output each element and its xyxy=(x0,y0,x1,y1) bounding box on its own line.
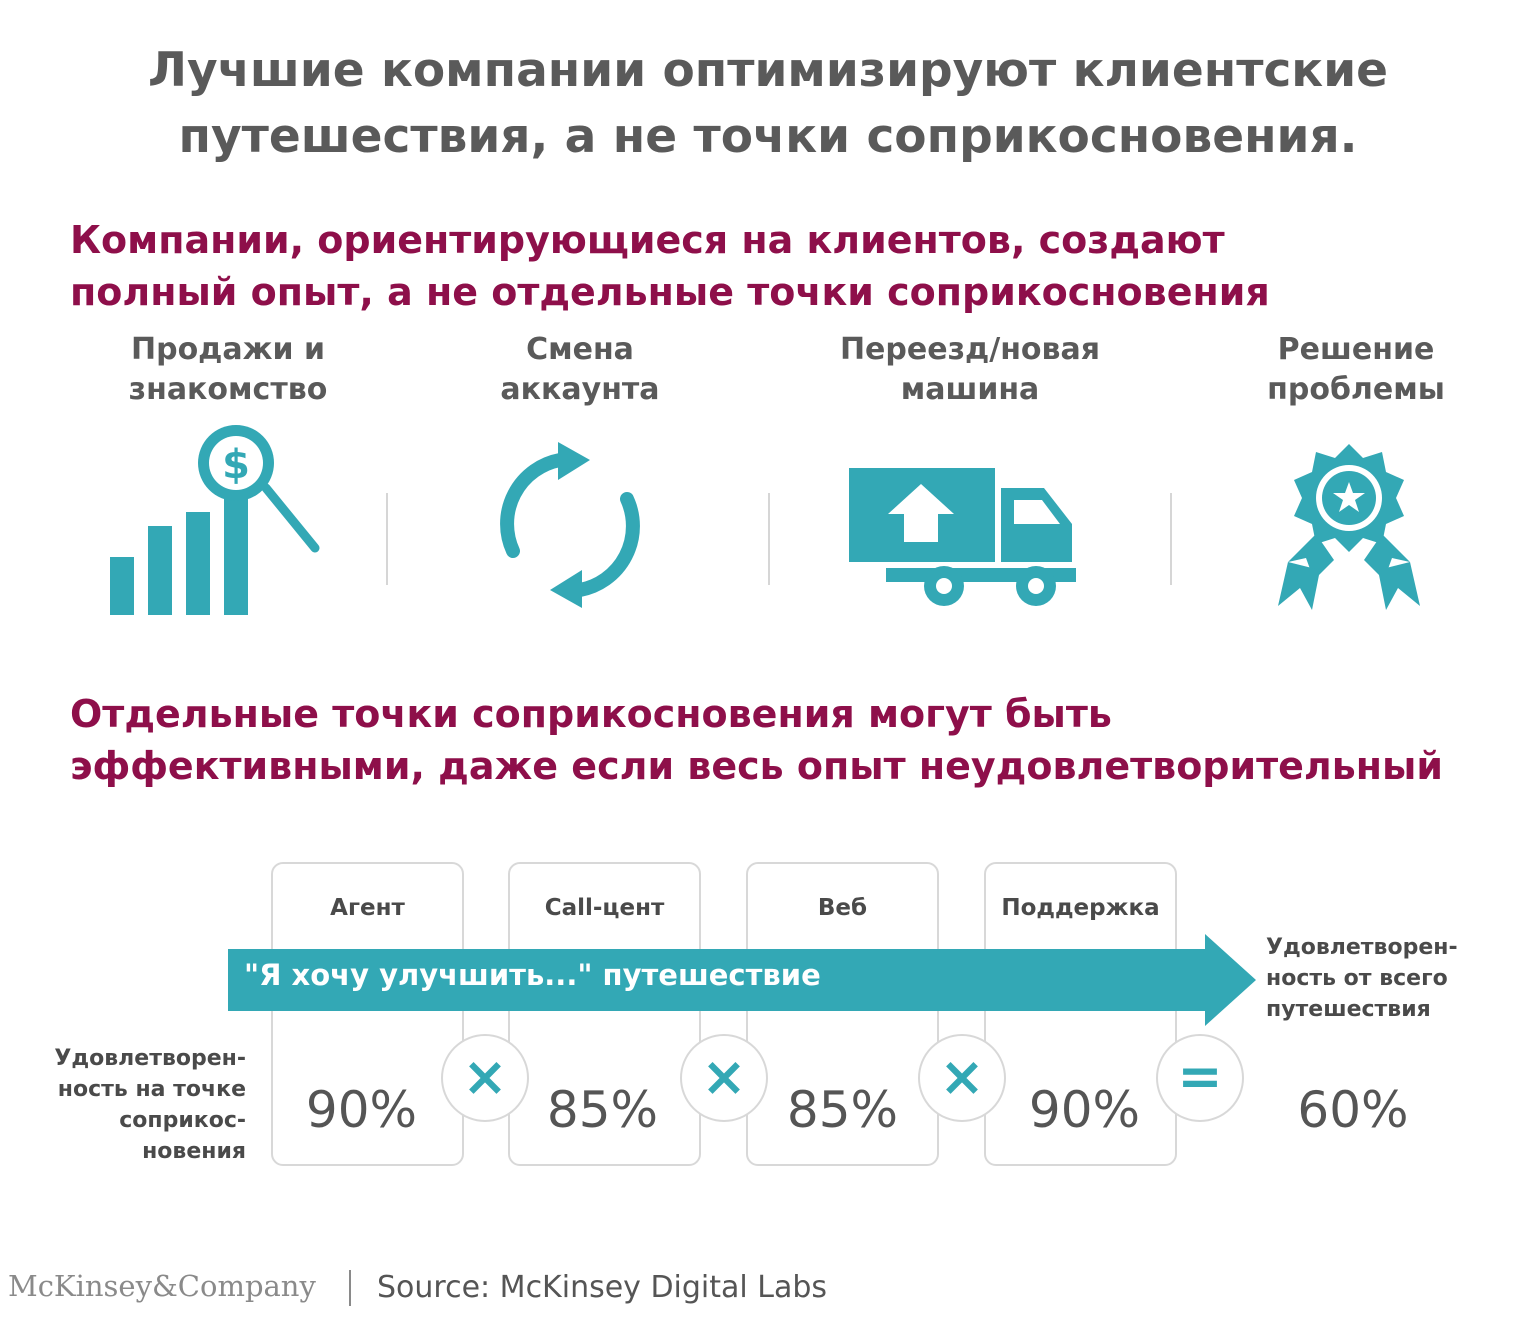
channel-box-agent xyxy=(271,862,464,1166)
multiply-icon: × xyxy=(680,1034,768,1122)
touchpoint-satisfaction-label-line-2: ность на точке xyxy=(57,1077,246,1102)
journey-arrow xyxy=(228,934,1256,1026)
mckinsey-logo: McKinsey&Company xyxy=(8,1269,316,1303)
sales-growth-icon: $ xyxy=(110,425,320,615)
channel-name-agent: Агент xyxy=(330,895,405,921)
category-label-account: Смена аккаунта xyxy=(430,330,730,410)
channel-name-call-center: Call-цент xyxy=(544,895,665,921)
category-label-moving-line-1: Переезд/новая xyxy=(839,332,1101,367)
category-label-problem-line-1: Решение xyxy=(1277,332,1435,367)
touchpoint-satisfaction-label-line-1: Удовлетворен- xyxy=(54,1046,246,1071)
journey-satisfaction-label: Удовлетворен- ность от всего путешествия xyxy=(1266,932,1526,1025)
channel-box-web xyxy=(746,862,939,1166)
category-label-account-line-2: аккаунта xyxy=(500,372,660,407)
category-label-sales-line-1: Продажи и xyxy=(130,332,325,367)
touchpoint-satisfaction-label: Удовлетворен- ность на точке соприкос- н… xyxy=(20,1043,246,1167)
award-ribbon-icon xyxy=(1278,444,1420,610)
channel-name-support: Поддержка xyxy=(1001,895,1160,921)
equals-icon: = xyxy=(1156,1034,1244,1122)
channel-value-web: 85% xyxy=(786,1081,899,1139)
category-label-moving-line-2: машина xyxy=(900,372,1040,407)
category-label-problem-line-2: проблемы xyxy=(1267,372,1445,407)
section-1-heading: Компании, ориентирующиеся на клиентов, с… xyxy=(70,214,1530,318)
category-divider xyxy=(1170,493,1172,585)
journey-result-value: 60% xyxy=(1297,1081,1409,1139)
touchpoint-satisfaction-label-line-4: новения xyxy=(142,1139,246,1164)
multiply-icon: × xyxy=(918,1034,1006,1122)
moving-truck-icon xyxy=(849,468,1076,606)
section-1-heading-line-2: полный опыт, а не отдельные точки соприк… xyxy=(70,270,1270,314)
page-title-line-2: путешествия, а не точки соприкосновения. xyxy=(178,109,1358,164)
journey-satisfaction-label-line-2: ность от всего xyxy=(1266,966,1448,991)
touchpoint-satisfaction-label-line-3: соприкос- xyxy=(119,1108,246,1133)
category-divider xyxy=(386,493,388,585)
category-label-problem: Решение проблемы xyxy=(1206,330,1506,410)
section-1-heading-line-1: Компании, ориентирующиеся на клиентов, с… xyxy=(70,218,1225,262)
channel-value-agent: 90% xyxy=(305,1081,418,1139)
channel-value-support: 90% xyxy=(1028,1081,1141,1139)
refresh-cycle-icon xyxy=(500,442,640,608)
channel-box-call-center xyxy=(508,862,701,1166)
section-2-heading: Отдельные точки соприкосновения могут бы… xyxy=(70,688,1530,792)
svg-text:$: $ xyxy=(222,442,250,488)
journey-satisfaction-label-line-1: Удовлетворен- xyxy=(1266,935,1458,960)
footer-divider xyxy=(349,1270,351,1306)
multiply-icon: × xyxy=(441,1034,529,1122)
channel-value-call-center: 85% xyxy=(546,1081,659,1139)
category-divider xyxy=(768,493,770,585)
channel-name-web: Веб xyxy=(817,895,868,921)
journey-arrow-label: "Я хочу улучшить..." путешествие xyxy=(244,958,821,992)
section-2-heading-line-2: эффективными, даже если весь опыт неудов… xyxy=(70,744,1444,788)
page-title-line-1: Лучшие компании оптимизируют клиентские xyxy=(147,43,1389,98)
category-label-moving: Переезд/новая машина xyxy=(820,330,1120,410)
category-label-sales-line-2: знакомство xyxy=(128,372,328,407)
category-label-sales: Продажи и знакомство xyxy=(78,330,378,410)
journey-satisfaction-label-line-3: путешествия xyxy=(1266,997,1431,1022)
section-2-heading-line-1: Отдельные точки соприкосновения могут бы… xyxy=(70,692,1112,736)
source-note: Source: McKinsey Digital Labs xyxy=(377,1270,828,1305)
category-label-account-line-1: Смена xyxy=(526,332,634,367)
page-title: Лучшие компании оптимизируют клиентские … xyxy=(0,38,1536,170)
channel-box-support xyxy=(984,862,1177,1166)
